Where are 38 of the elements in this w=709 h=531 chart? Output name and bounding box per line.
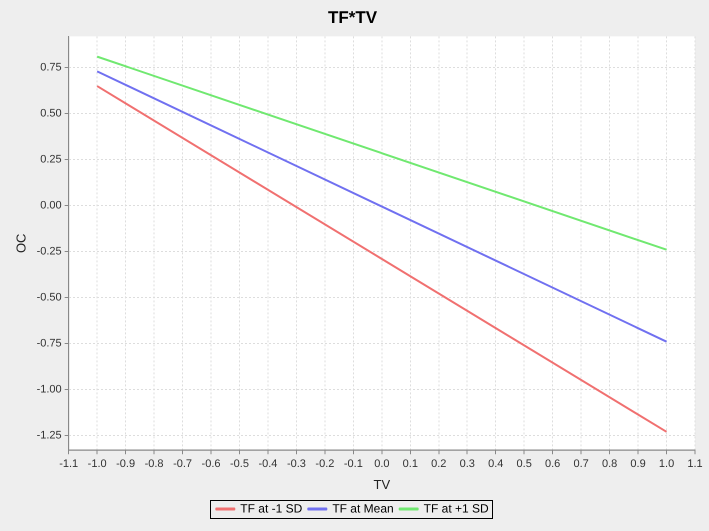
legend-label: TF at Mean [332,501,394,516]
x-tick-label: -0.5 [230,458,249,470]
y-tick-label: -1.25 [36,430,62,442]
x-tick-label: -0.6 [202,458,221,470]
y-tick-label: 0.25 [40,154,62,166]
x-tick-label: 0.9 [630,458,646,470]
x-tick-label: -0.2 [315,458,334,470]
x-tick-label: -0.9 [116,458,136,470]
x-tick-label: 1.0 [658,458,674,470]
x-tick-label: -0.4 [258,458,278,470]
y-axis-title: OC [13,234,28,254]
x-tick-label: -0.3 [286,458,306,470]
x-tick-label: 1.1 [687,458,703,470]
x-tick-label: -0.1 [344,458,363,470]
x-tick-label: -0.8 [144,458,164,470]
y-tick-label: -1.00 [36,384,62,396]
x-tick-label: 0.6 [545,458,560,470]
legend-label: TF at -1 SD [240,501,303,516]
x-tick-label: -0.7 [173,458,192,470]
x-tick-label: 0.3 [460,458,475,470]
x-axis-title: TV [374,476,390,492]
x-tick-label: 0.4 [488,458,504,470]
x-tick-label: -1.1 [59,458,78,470]
y-tick-label: 0.50 [40,108,62,120]
y-tick-label: -0.75 [36,338,62,350]
x-tick-label: 0.1 [402,458,418,470]
y-tick-label: -0.25 [36,246,62,258]
x-tick-label: 0.7 [573,458,589,470]
y-tick-label: 0.75 [40,62,62,74]
y-tick-label: -0.50 [36,292,62,304]
legend-label: TF at +1 SD [424,501,490,516]
chart-title: TF*TV [328,8,378,27]
x-tick-label: 0.5 [516,458,532,470]
y-tick-label: 0.00 [40,200,62,212]
x-tick-label: -1.0 [88,458,107,470]
x-tick-label: 0.2 [431,458,446,470]
x-tick-label: 0.0 [374,458,390,470]
x-tick-label: 0.8 [602,458,618,470]
